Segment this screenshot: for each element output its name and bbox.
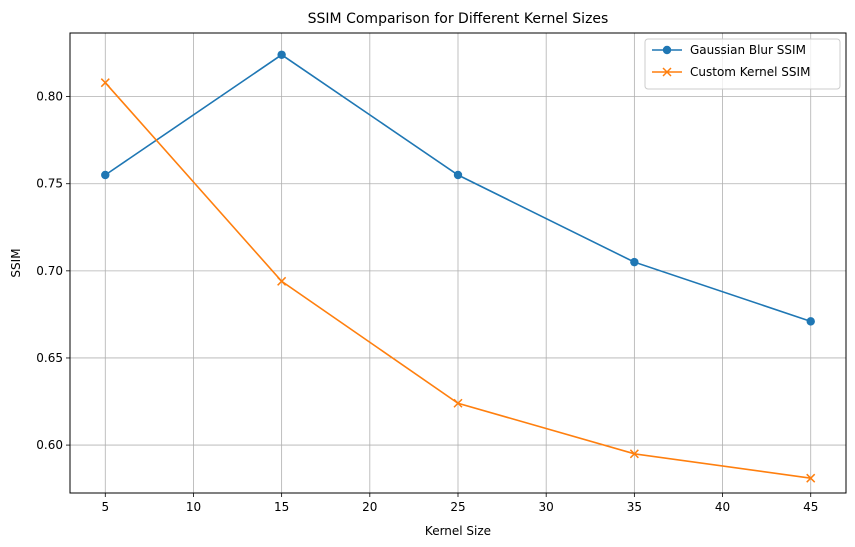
data-point: [277, 50, 286, 59]
data-point: [277, 276, 287, 286]
series-layer: [100, 50, 816, 483]
x-tick-label: 35: [627, 500, 642, 514]
series-1: [101, 50, 815, 326]
x-tick-label: 20: [362, 500, 377, 514]
legend-marker: [662, 45, 672, 55]
y-tick-label: 0.70: [36, 264, 63, 278]
data-point: [629, 449, 639, 459]
x-axis: 5 10 15 20 25 30 35 40 45: [101, 493, 818, 514]
data-point: [630, 257, 639, 267]
data-point: [453, 398, 463, 408]
grid: [70, 33, 846, 493]
data-point: [806, 317, 815, 326]
legend: Gaussian Blur SSIM Custom Kernel SSIM: [644, 38, 841, 90]
x-tick-label: 15: [274, 500, 289, 514]
data-point: [453, 170, 463, 180]
y-axis-label: SSIM: [9, 248, 23, 277]
y-tick-label: 0.65: [36, 351, 63, 365]
x-tick-label: 25: [450, 500, 465, 514]
y-tick-label: 0.80: [36, 90, 63, 104]
legend-label: Custom Kernel SSIM: [690, 65, 810, 79]
chart-title: SSIM Comparison for Different Kernel Siz…: [308, 11, 609, 27]
x-axis-label: Kernel Size: [425, 524, 491, 538]
y-axis: 0.60 0.65 0.70 0.75 0.80: [36, 90, 70, 452]
series-2: [100, 78, 816, 483]
legend-marker: [662, 67, 672, 77]
x-tick-label: 45: [803, 500, 818, 514]
x-tick-label: 10: [186, 500, 201, 514]
legend-box: [644, 38, 841, 90]
data-point: [101, 170, 110, 180]
data-point: [100, 78, 110, 88]
data-point: [806, 473, 816, 483]
x-tick-label: 40: [715, 500, 730, 514]
y-tick-label: 0.60: [36, 438, 63, 452]
x-tick-label: 30: [539, 500, 554, 514]
y-tick-label: 0.75: [36, 177, 63, 191]
legend-item: Gaussian Blur SSIM: [652, 43, 806, 57]
legend-label: Gaussian Blur SSIM: [690, 43, 806, 57]
legend-item: Custom Kernel SSIM: [652, 65, 810, 79]
x-tick-label: 5: [101, 500, 109, 514]
